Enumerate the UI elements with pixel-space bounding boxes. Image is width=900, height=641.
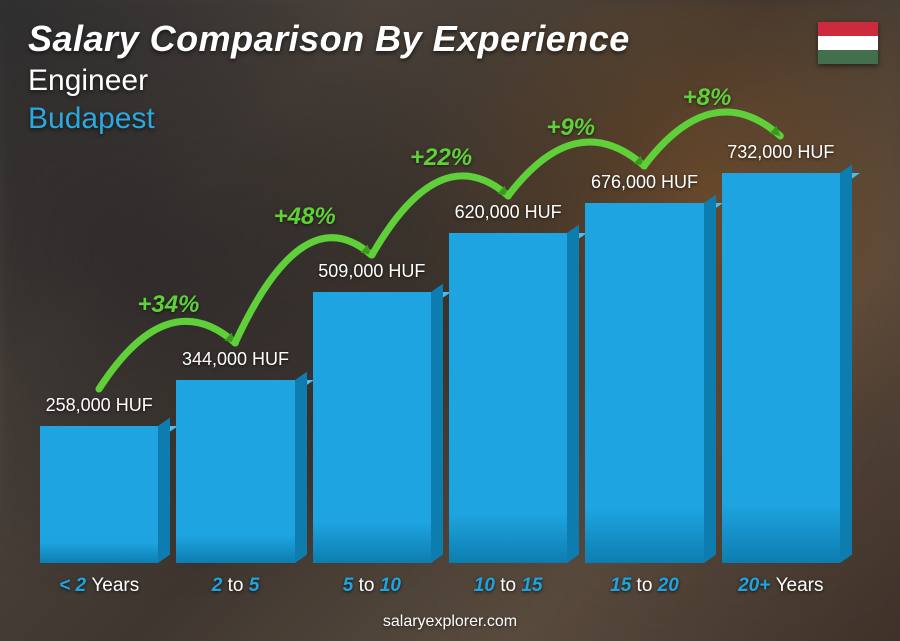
delta-label: +48% [274, 203, 336, 231]
bar-value-label: 344,000 HUF [182, 349, 289, 370]
bar-column: 620,000 HUF [449, 133, 567, 563]
bar-front-face [722, 173, 840, 563]
footer-attribution: salaryexplorer.com [0, 613, 900, 631]
xaxis-label: 2 to 5 [176, 575, 294, 597]
bar-side-face [840, 165, 852, 563]
bar-value-label: 676,000 HUF [591, 172, 698, 193]
bar-front-face [176, 380, 294, 563]
bar-column: 676,000 HUF [585, 133, 703, 563]
xaxis-label: 5 to 10 [313, 575, 431, 597]
bar [449, 233, 567, 563]
xaxis-label: < 2 Years [40, 575, 158, 597]
delta-label: +34% [137, 291, 199, 319]
bar [722, 173, 840, 563]
xaxis-label: 10 to 15 [449, 575, 567, 597]
bar-column: 344,000 HUF [176, 133, 294, 563]
bar-side-face [431, 284, 443, 563]
bar-column: 258,000 HUF [40, 133, 158, 563]
title-block: Salary Comparison By Experience Engineer… [28, 18, 630, 136]
bar-chart: 258,000 HUF 344,000 HUF 509,000 HUF 620,… [40, 133, 840, 563]
bar [40, 426, 158, 563]
bar-side-face [158, 418, 170, 563]
bar-value-label: 620,000 HUF [455, 202, 562, 223]
bar-side-face [295, 372, 307, 563]
bar-front-face [40, 426, 158, 563]
bar-column: 732,000 HUF [722, 133, 840, 563]
bar [176, 380, 294, 563]
flag-hungary [818, 22, 878, 64]
bar-side-face [567, 225, 579, 563]
chart-canvas: Salary Comparison By Experience Engineer… [0, 0, 900, 641]
chart-title: Salary Comparison By Experience [28, 18, 630, 60]
bar-front-face [449, 233, 567, 563]
delta-label: +8% [683, 84, 732, 112]
flag-stripe-bot [818, 50, 878, 64]
bar-value-label: 732,000 HUF [727, 142, 834, 163]
xaxis-label: 15 to 20 [585, 575, 703, 597]
xaxis: < 2 Years 2 to 5 5 to 10 10 to 15 15 to 20 20… [40, 575, 840, 597]
bar [313, 292, 431, 563]
chart-location: Budapest [28, 102, 630, 136]
bar-front-face [585, 203, 703, 563]
bar-column: 509,000 HUF [313, 133, 431, 563]
flag-stripe-mid [818, 36, 878, 50]
delta-label: +9% [546, 114, 595, 142]
flag-stripe-top [818, 22, 878, 36]
bar-side-face [704, 195, 716, 563]
bar-value-label: 509,000 HUF [318, 261, 425, 282]
delta-label: +22% [410, 144, 472, 172]
xaxis-label: 20+ Years [722, 575, 840, 597]
chart-subtitle: Engineer [28, 64, 630, 98]
bar-front-face [313, 292, 431, 563]
bar [585, 203, 703, 563]
bar-value-label: 258,000 HUF [46, 395, 153, 416]
